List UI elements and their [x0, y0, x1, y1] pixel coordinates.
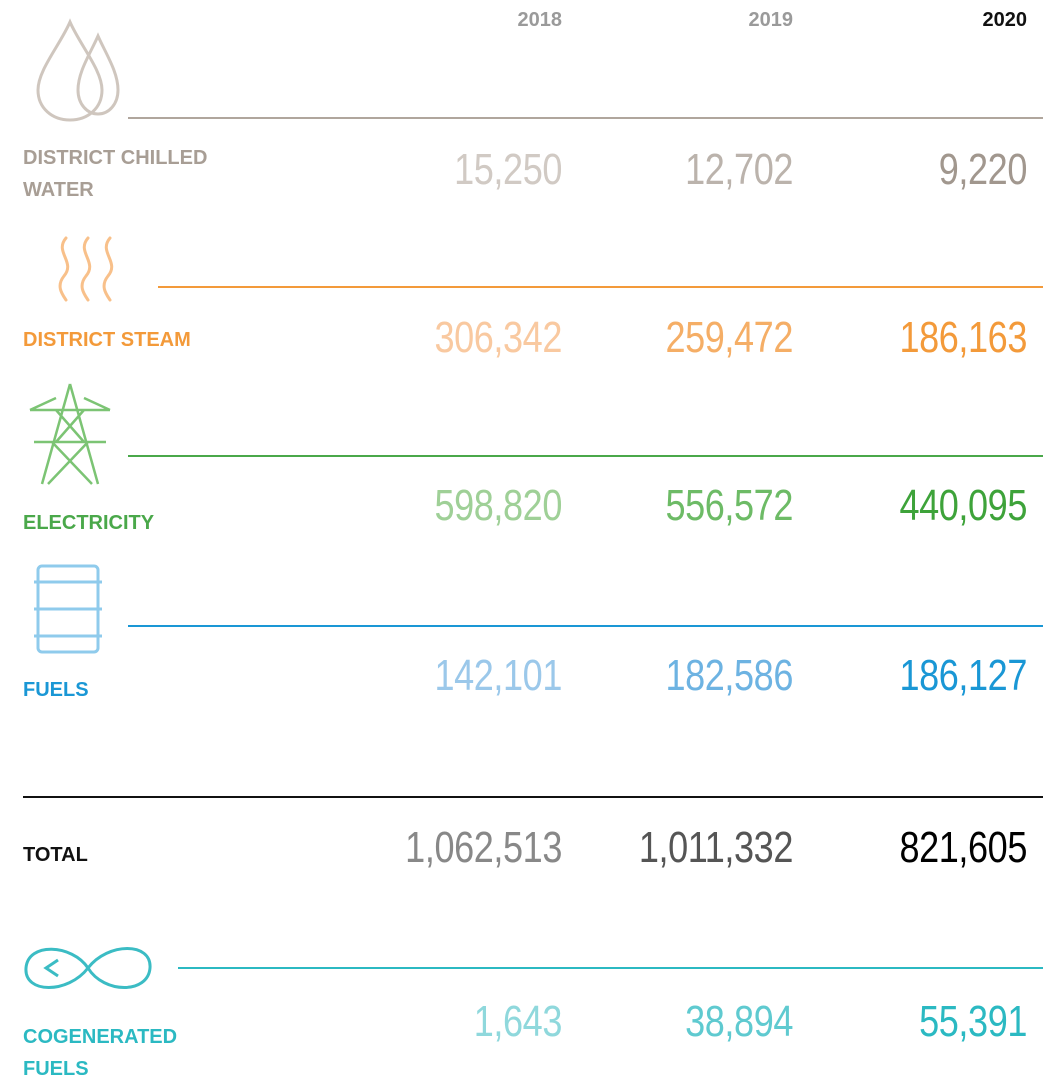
row-value: 1,643	[473, 997, 563, 1046]
row-value: 1,011,332	[638, 823, 794, 872]
row-label: ELECTRICITY	[23, 512, 155, 534]
row-value: 598,820	[434, 481, 562, 530]
row-value: 38,894	[685, 997, 793, 1046]
barrel-icon	[34, 564, 102, 654]
row-label: COGENERATED FUELS	[23, 1026, 178, 1080]
row-value: 259,472	[665, 313, 793, 362]
row-value: 55,391	[919, 997, 1027, 1046]
row-label: DISTRICT CHILLED WATER	[23, 147, 208, 201]
year-header: 2019	[748, 9, 794, 31]
row-value: 1,062,513	[405, 823, 562, 872]
row-label: FUELS	[23, 679, 89, 701]
row-value: 15,250	[454, 145, 562, 194]
row-value: 142,101	[434, 651, 562, 700]
row-value: 306,342	[434, 313, 562, 362]
water-icon	[36, 18, 120, 122]
row-value: 821,605	[899, 823, 1027, 872]
row-value: 182,586	[665, 651, 793, 700]
row-value: 186,163	[899, 313, 1027, 362]
row-value: 440,095	[899, 481, 1027, 530]
steam-icon	[58, 236, 114, 302]
row-value: 9,220	[938, 145, 1028, 194]
row-value: 186,127	[899, 651, 1027, 700]
cogen-icon	[24, 947, 152, 989]
row-value: 12,702	[685, 145, 793, 194]
row-value: 556,572	[665, 481, 793, 530]
pylon-icon	[29, 383, 111, 485]
year-header: 2020	[982, 9, 1028, 31]
year-header: 2018	[517, 9, 563, 31]
row-label: DISTRICT STEAM	[23, 329, 191, 351]
row-label: TOTAL	[23, 844, 88, 866]
